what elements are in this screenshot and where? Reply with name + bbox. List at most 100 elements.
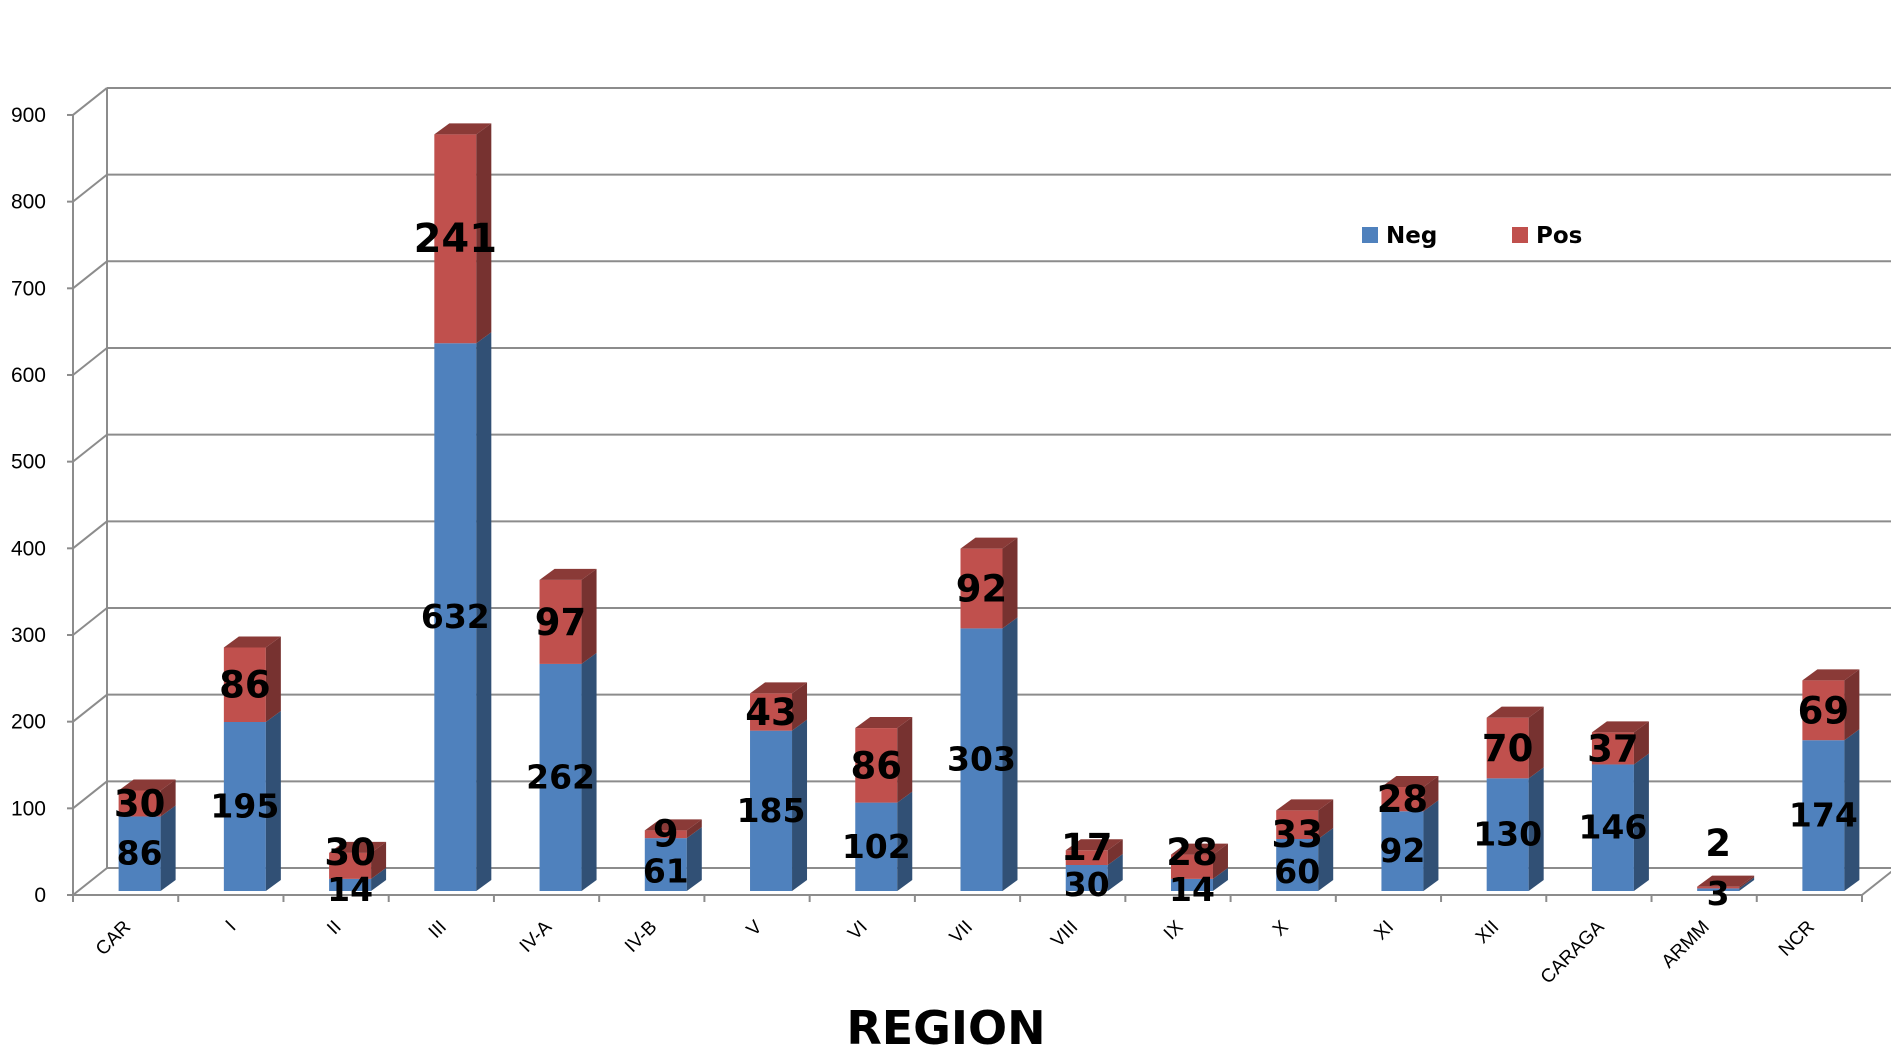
x-tick-label: IX bbox=[1160, 916, 1188, 944]
data-label-neg: 632 bbox=[421, 597, 490, 636]
y-tick-label: 600 bbox=[11, 364, 46, 387]
bar-pos-top bbox=[960, 537, 1018, 549]
bar-neg bbox=[1591, 764, 1634, 891]
data-label-pos: 17 bbox=[1061, 826, 1113, 869]
gridline-connector bbox=[72, 347, 108, 376]
x-tick-label: V bbox=[743, 916, 767, 940]
data-label-pos: 70 bbox=[1482, 727, 1534, 770]
bar-pos bbox=[539, 579, 582, 664]
data-label-pos: 33 bbox=[1271, 813, 1323, 856]
bar-neg-side bbox=[1423, 800, 1439, 891]
bar-neg-side bbox=[1212, 867, 1228, 891]
bar-pos-top bbox=[118, 779, 176, 791]
bar-pos-top bbox=[1697, 875, 1755, 887]
bar-neg bbox=[434, 343, 477, 891]
bar-pos bbox=[750, 693, 793, 731]
bar-neg bbox=[1802, 740, 1845, 891]
bar-neg-side bbox=[1318, 827, 1334, 891]
data-label-neg: 174 bbox=[1789, 796, 1858, 835]
data-label-neg: 60 bbox=[1274, 852, 1320, 891]
data-label-pos: 86 bbox=[851, 744, 903, 787]
gridline-connector bbox=[72, 607, 108, 636]
bar-pos bbox=[434, 134, 477, 344]
bar-neg-side bbox=[1528, 767, 1544, 891]
bar-pos bbox=[1381, 786, 1424, 812]
data-label-pos: 97 bbox=[535, 601, 587, 644]
x-tick-label: IV-A bbox=[516, 916, 556, 956]
bar-pos bbox=[223, 647, 266, 722]
bar-pos-top bbox=[750, 682, 808, 694]
bar-pos bbox=[960, 548, 1003, 629]
bar-neg-side bbox=[1739, 877, 1755, 891]
bar-neg bbox=[644, 838, 687, 891]
data-label-neg: 195 bbox=[210, 786, 279, 825]
bar-pos-side bbox=[1844, 669, 1860, 741]
gridline-connector bbox=[72, 693, 108, 723]
bar-pos bbox=[1802, 680, 1845, 741]
bar-neg-side bbox=[1107, 853, 1123, 891]
bar-neg bbox=[960, 628, 1003, 891]
bar-neg bbox=[329, 878, 372, 891]
x-tick-label: VIII bbox=[1047, 917, 1082, 952]
bar-pos-side bbox=[581, 568, 597, 664]
bar-pos-side bbox=[1002, 537, 1018, 629]
bar-pos-side bbox=[371, 841, 387, 879]
data-label-pos: 9 bbox=[653, 813, 679, 856]
data-label-pos: 2 bbox=[1705, 822, 1731, 865]
bar-neg-side bbox=[686, 827, 702, 891]
bar-neg bbox=[1486, 778, 1529, 891]
bar-pos-side bbox=[686, 819, 702, 839]
bar-neg bbox=[539, 663, 582, 891]
legend-label-pos: Pos bbox=[1536, 223, 1582, 249]
bar-pos-side bbox=[1739, 875, 1755, 889]
y-tick-label: 500 bbox=[11, 451, 46, 474]
x-tick-label: III bbox=[425, 917, 451, 943]
data-label-neg: 14 bbox=[1169, 870, 1215, 909]
bar-pos-top bbox=[644, 819, 702, 831]
bar-pos bbox=[118, 790, 161, 817]
gridline-connector bbox=[72, 520, 108, 550]
data-label-pos: 69 bbox=[1798, 689, 1850, 732]
bar-pos-top bbox=[434, 123, 492, 135]
bar-pos-side bbox=[897, 717, 913, 803]
bar-pos bbox=[855, 728, 898, 803]
bar-neg bbox=[1170, 878, 1213, 891]
bar-neg-side bbox=[1633, 753, 1649, 891]
x-tick-label: CAR bbox=[92, 917, 135, 960]
bar-neg-side bbox=[897, 791, 913, 891]
bar-pos-side bbox=[476, 123, 492, 344]
data-label-pos: 30 bbox=[114, 782, 166, 825]
bar-pos-top bbox=[1486, 706, 1544, 718]
bar-pos bbox=[1276, 810, 1319, 839]
bar-neg bbox=[1381, 811, 1424, 891]
bar-neg-side bbox=[581, 652, 597, 891]
data-label-pos: 241 bbox=[414, 216, 498, 262]
data-label-pos: 92 bbox=[956, 568, 1008, 611]
x-tick-label: CARAGA bbox=[1537, 916, 1609, 988]
bar-neg bbox=[1276, 838, 1319, 891]
bar-pos-top bbox=[1802, 669, 1860, 681]
y-tick-label: 900 bbox=[11, 104, 46, 127]
bar-pos-side bbox=[1212, 843, 1228, 879]
y-tick-label: 300 bbox=[11, 624, 46, 647]
bar-pos-side bbox=[1107, 839, 1123, 865]
bar-pos bbox=[1697, 886, 1740, 889]
bar-neg-side bbox=[265, 710, 281, 891]
y-tick-label: 200 bbox=[11, 711, 46, 734]
data-label-pos: 43 bbox=[745, 691, 797, 734]
y-tick-label: 100 bbox=[11, 797, 46, 820]
x-tick-label: XII bbox=[1472, 917, 1503, 948]
bar-pos-side bbox=[1423, 775, 1439, 812]
y-tick-label: 400 bbox=[11, 537, 46, 560]
bar-pos bbox=[329, 852, 372, 879]
bar-neg-side bbox=[476, 332, 492, 891]
bar-pos-top bbox=[1170, 843, 1228, 855]
bar-pos-side bbox=[1318, 799, 1334, 839]
data-label-neg: 86 bbox=[117, 834, 163, 873]
gridline-connector bbox=[72, 867, 108, 896]
floor-edge bbox=[1861, 870, 1891, 896]
bar-pos bbox=[1486, 717, 1529, 779]
bar-pos-top bbox=[329, 841, 387, 853]
bar-neg bbox=[750, 730, 793, 891]
data-label-neg: 262 bbox=[526, 757, 595, 796]
